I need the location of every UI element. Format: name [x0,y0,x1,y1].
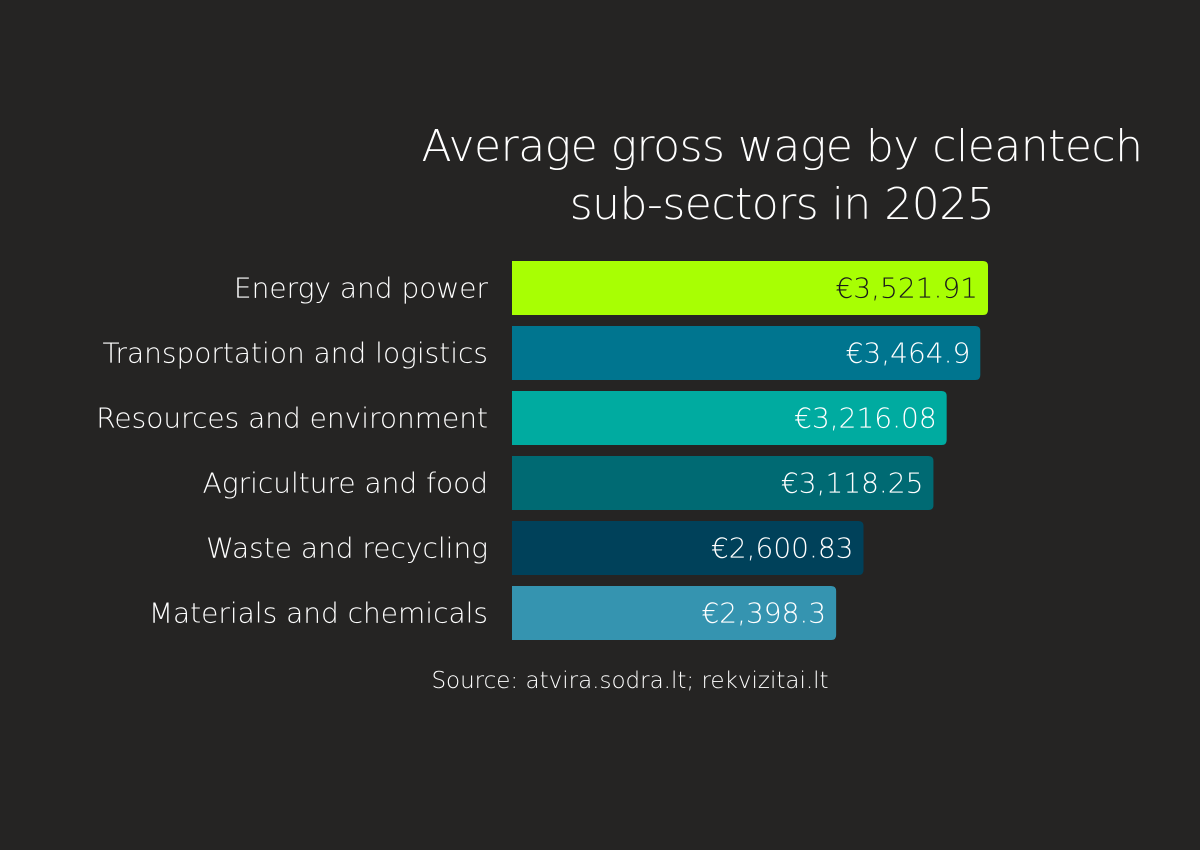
chart-title-line-1: Average gross wage by cleantech [421,121,1143,172]
bar-3 [512,391,947,445]
category-label-1: Energy and power [234,272,489,305]
value-label-5: €2,600.83 [711,532,854,565]
bar-2 [512,326,981,380]
value-label-1: €3,521.91 [835,272,978,305]
bar-4 [512,456,934,510]
chart-title-line-2: sub-sectors in 2025 [569,179,995,230]
value-label-2: €3,464.9 [846,337,971,370]
value-label-4: €3,118.25 [781,467,924,500]
category-label-4: Agriculture and food [203,467,488,500]
bar-5 [512,521,864,575]
category-label-3: Resources and environment [96,402,488,435]
bar-1 [512,261,988,315]
value-label-6: €2,398.3 [701,597,826,630]
bars-group: Energy and power €3,521.91 Transportation … [96,261,988,640]
chart-title: Average gross wage by cleantech sub-sect… [382,118,1182,234]
source-note: Source: atvira.sodra.lt; rekvizitai.lt [431,668,829,694]
bar-6 [512,586,837,640]
value-label-3: €3,216.08 [794,402,937,435]
category-label-2: Transportation and logistics [103,337,488,370]
category-label-5: Waste and recycling [206,532,488,565]
category-label-6: Materials and chemicals [149,597,488,630]
